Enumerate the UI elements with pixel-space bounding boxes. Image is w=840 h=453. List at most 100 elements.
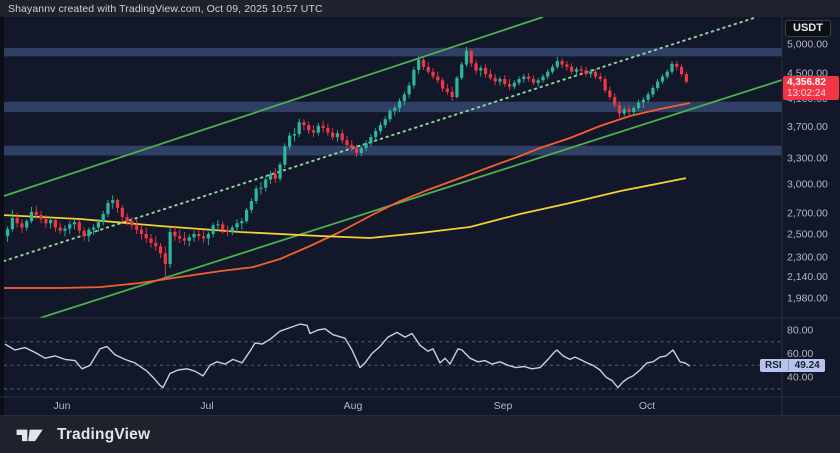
candle-up — [374, 131, 378, 138]
candle-down — [345, 140, 349, 145]
rsi-badge-divider — [787, 360, 789, 372]
rsi-value: 49.24 — [794, 360, 820, 372]
candle-down — [20, 223, 24, 228]
candle-down — [139, 229, 144, 235]
price-axis-label: 2,700.00 — [787, 207, 828, 219]
price-axis-label: 2,500.00 — [787, 229, 828, 241]
candlestick-series — [6, 46, 688, 281]
candle-up — [6, 229, 10, 237]
channel-upper — [4, 17, 544, 197]
candle-down — [331, 132, 335, 138]
candle-down — [182, 238, 187, 241]
time-axis-label: Sep — [494, 400, 513, 412]
candle-down — [531, 79, 535, 83]
candle-up — [63, 228, 67, 231]
candle-up — [464, 50, 469, 65]
candle-up — [522, 76, 526, 80]
candle-down — [613, 97, 617, 106]
candle-up — [240, 221, 244, 224]
price-axis-label: 3,300.00 — [787, 152, 828, 164]
candle-up — [636, 102, 641, 108]
candle-down — [135, 225, 139, 230]
candle-down — [115, 200, 120, 208]
candle-down — [130, 221, 134, 226]
candle-down — [321, 125, 325, 129]
candle-up — [288, 135, 292, 147]
candle-down — [58, 227, 62, 231]
price-axis-label: 5,000.00 — [787, 39, 828, 51]
candle-down — [154, 242, 158, 247]
candle-up — [249, 200, 253, 210]
chart-area[interactable]: 5,000.004,500.004,100.003,700.003,300.00… — [0, 17, 840, 415]
candle-up — [383, 119, 387, 126]
symbol-quote-button[interactable]: USDT — [785, 20, 831, 37]
candle-up — [235, 223, 239, 228]
candle-down — [570, 66, 574, 72]
candle-down — [617, 105, 622, 114]
candle-up — [96, 222, 101, 228]
candle-up — [646, 94, 650, 100]
last-price-badge: 4,356.82 13:02:24 — [783, 75, 839, 100]
ma-orange — [4, 102, 691, 289]
candle-up — [641, 99, 645, 103]
tradingview-logo[interactable]: TradingView — [0, 425, 150, 445]
rsi-value-badge: RSI 49.24 — [760, 359, 825, 373]
candle-down — [77, 222, 81, 231]
candle-up — [541, 76, 545, 81]
footer-bar: TradingView — [0, 415, 840, 453]
candle-down — [144, 234, 148, 239]
candle-down — [679, 66, 684, 75]
candle-down — [445, 88, 449, 92]
candle-up — [388, 110, 392, 120]
candle-down — [584, 70, 588, 75]
candle-up — [49, 220, 53, 224]
price-axis-label: 3,000.00 — [787, 179, 828, 191]
candle-up — [660, 76, 665, 82]
support-zone-lower — [4, 145, 782, 156]
candle-up — [498, 79, 502, 82]
candle-down — [426, 66, 430, 72]
candle-up — [168, 231, 172, 265]
candle-down — [354, 148, 359, 153]
candle-down — [273, 174, 277, 179]
candle-down — [507, 84, 512, 87]
candle-up — [632, 107, 636, 113]
candle-up — [364, 143, 368, 149]
candle-up — [536, 80, 540, 83]
candle-up — [268, 174, 273, 180]
candle-down — [474, 63, 478, 71]
candle-down — [163, 253, 167, 265]
candle-down — [527, 76, 531, 80]
candle-down — [603, 79, 607, 91]
candle-down — [53, 220, 57, 228]
candle-up — [665, 71, 669, 77]
candle-up — [546, 71, 550, 77]
candle-up — [68, 224, 72, 229]
rsi-axis-label: 40.00 — [787, 372, 813, 384]
candle-down — [469, 50, 473, 64]
candle-up — [670, 63, 674, 72]
candle-down — [565, 64, 569, 67]
candle-up — [574, 69, 579, 72]
candle-up — [378, 125, 383, 132]
candle-down — [311, 130, 316, 133]
chart-plot[interactable]: 5,000.004,500.004,100.003,700.003,300.00… — [0, 17, 840, 415]
rsi-label: RSI — [765, 360, 782, 372]
candle-down — [15, 218, 19, 224]
candle-down — [593, 71, 598, 77]
candle-down — [421, 59, 426, 67]
candle-down — [608, 90, 612, 98]
candle-up — [292, 134, 296, 136]
resistance-zone-upper — [4, 47, 782, 57]
candle-up — [278, 164, 282, 179]
candle-down — [579, 69, 583, 71]
candle-down — [598, 76, 602, 80]
candle-up — [230, 227, 234, 232]
candle-up — [393, 107, 397, 111]
candle-down — [34, 211, 38, 215]
candle-down — [484, 68, 488, 75]
candle-down — [44, 219, 48, 224]
candle-down — [173, 231, 177, 237]
candle-down — [350, 144, 354, 149]
